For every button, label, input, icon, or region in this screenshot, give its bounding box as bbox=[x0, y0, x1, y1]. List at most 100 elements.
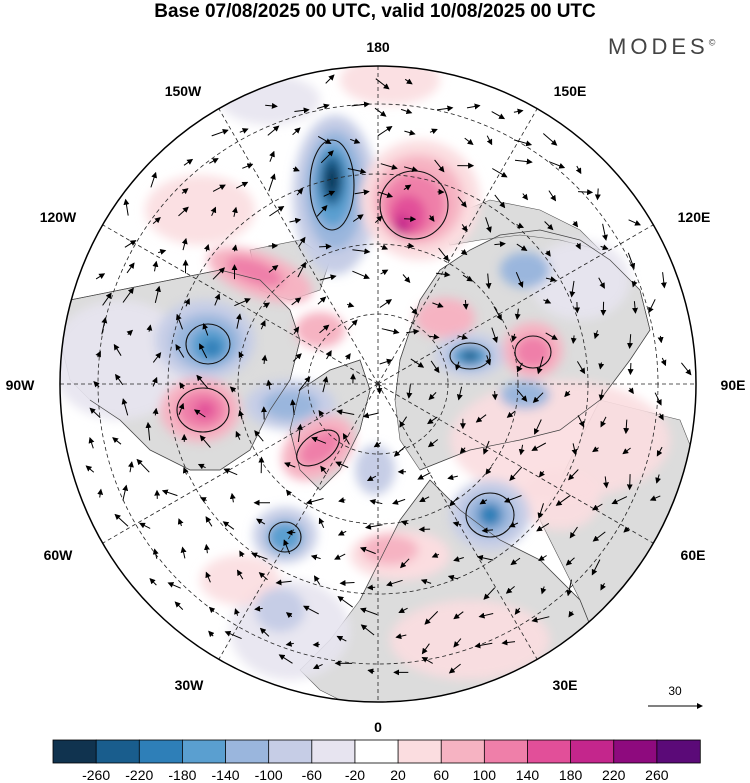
colorbar-label: -140 bbox=[212, 767, 240, 783]
wind-vector bbox=[376, 383, 383, 395]
wind-vector bbox=[575, 242, 581, 250]
wind-vector bbox=[278, 654, 293, 664]
wind-vector bbox=[373, 441, 382, 448]
wind-vector bbox=[352, 248, 371, 255]
wind-vector bbox=[152, 217, 161, 224]
wind-vector bbox=[123, 198, 130, 216]
wind-vector bbox=[626, 474, 633, 491]
wind-vector bbox=[514, 158, 533, 165]
wind-vector bbox=[336, 409, 355, 416]
wind-vector bbox=[374, 215, 383, 224]
wind-vector bbox=[452, 521, 462, 528]
lon-label-60w: 60W bbox=[44, 547, 74, 563]
wind-vector bbox=[338, 497, 346, 504]
wind-vector bbox=[234, 298, 251, 307]
wind-vector bbox=[485, 217, 492, 233]
wind-vector bbox=[346, 301, 355, 308]
wind-vector bbox=[399, 416, 408, 428]
wind-vector bbox=[292, 166, 300, 172]
wind-vector bbox=[210, 206, 217, 217]
wind-vector bbox=[325, 74, 335, 84]
wind-vector bbox=[294, 107, 310, 114]
lon-label-90w: 90W bbox=[6, 377, 36, 393]
wind-vector bbox=[476, 554, 494, 561]
wind-vector bbox=[181, 188, 189, 195]
wind-vector bbox=[429, 128, 438, 135]
anomaly-faint-neg-1 bbox=[60, 300, 190, 420]
wind-vector bbox=[461, 224, 468, 233]
wind-vector bbox=[95, 350, 101, 358]
wind-vector bbox=[611, 496, 628, 505]
wind-vector bbox=[293, 326, 300, 335]
colorbar-label: -220 bbox=[125, 767, 153, 783]
wind-vector bbox=[654, 392, 662, 406]
wind-vector bbox=[258, 572, 268, 581]
wind-vector bbox=[381, 328, 400, 335]
wind-vector bbox=[231, 206, 238, 217]
wind-vector bbox=[406, 384, 413, 399]
wind-vector bbox=[494, 194, 506, 209]
wind-vector bbox=[631, 280, 638, 288]
wind-vector bbox=[222, 521, 235, 530]
wind-vector bbox=[267, 125, 280, 136]
wind-vector bbox=[378, 191, 394, 198]
wind-vector bbox=[491, 327, 498, 344]
colorbar-swatch bbox=[181, 739, 227, 764]
wind-vector bbox=[600, 244, 609, 251]
wind-vector bbox=[438, 247, 450, 262]
wind-vector bbox=[319, 324, 330, 334]
brand-logo: MODES© bbox=[608, 34, 715, 60]
anomaly-neg-esiberia bbox=[500, 252, 550, 288]
wind-vector bbox=[592, 503, 603, 511]
colorbar-label: 60 bbox=[433, 767, 449, 783]
wind-vector bbox=[231, 244, 238, 252]
wind-vector bbox=[544, 221, 554, 231]
wind-vector bbox=[575, 165, 582, 175]
colorbar-label: -100 bbox=[255, 767, 283, 783]
wind-vector bbox=[212, 267, 226, 280]
wind-vector bbox=[483, 587, 496, 600]
wind-vector bbox=[592, 531, 606, 542]
colorbar-label: 100 bbox=[473, 767, 497, 783]
wind-vector bbox=[149, 577, 157, 586]
colorbar-label: 260 bbox=[645, 767, 669, 783]
wind-vector bbox=[481, 527, 494, 534]
wind-vector bbox=[400, 558, 410, 569]
wind-vector bbox=[545, 276, 557, 283]
wind-vector bbox=[548, 190, 557, 202]
wind-vector bbox=[184, 298, 190, 307]
lon-label-0: 0 bbox=[374, 719, 382, 735]
wind-vector bbox=[205, 516, 213, 527]
anomaly-faint-pos-1 bbox=[450, 380, 670, 500]
colorbar-label: -260 bbox=[82, 767, 110, 783]
wind-vector bbox=[122, 287, 134, 303]
wind-vector bbox=[457, 334, 469, 340]
wind-vector bbox=[311, 436, 327, 444]
wind-vector bbox=[593, 330, 600, 340]
wind-vector bbox=[436, 105, 454, 112]
map-boundary bbox=[59, 65, 697, 703]
wind-vector bbox=[393, 445, 406, 457]
wind-vector bbox=[260, 319, 266, 330]
wind-vector bbox=[291, 297, 302, 306]
wind-vector bbox=[337, 596, 353, 608]
wind-vector bbox=[313, 575, 321, 585]
wind-vector bbox=[85, 465, 95, 473]
lon-label-90e: 90E bbox=[721, 377, 746, 393]
wind-vector bbox=[261, 354, 268, 364]
wind-vector bbox=[602, 476, 609, 489]
wind-vector bbox=[354, 189, 370, 196]
anomaly-pos-pole bbox=[295, 312, 345, 348]
wind-vector bbox=[369, 499, 383, 505]
colorbar-swatch bbox=[656, 739, 701, 764]
wind-vector bbox=[211, 129, 229, 137]
graticule bbox=[60, 66, 696, 702]
wind-vector bbox=[598, 389, 605, 401]
wind-vector bbox=[478, 612, 494, 619]
wind-vector bbox=[417, 472, 431, 480]
wind-vector bbox=[362, 412, 379, 419]
wind-vector bbox=[289, 217, 302, 224]
wind-vector bbox=[326, 350, 332, 360]
wind-vector bbox=[317, 103, 330, 110]
wind-vector bbox=[174, 601, 184, 610]
